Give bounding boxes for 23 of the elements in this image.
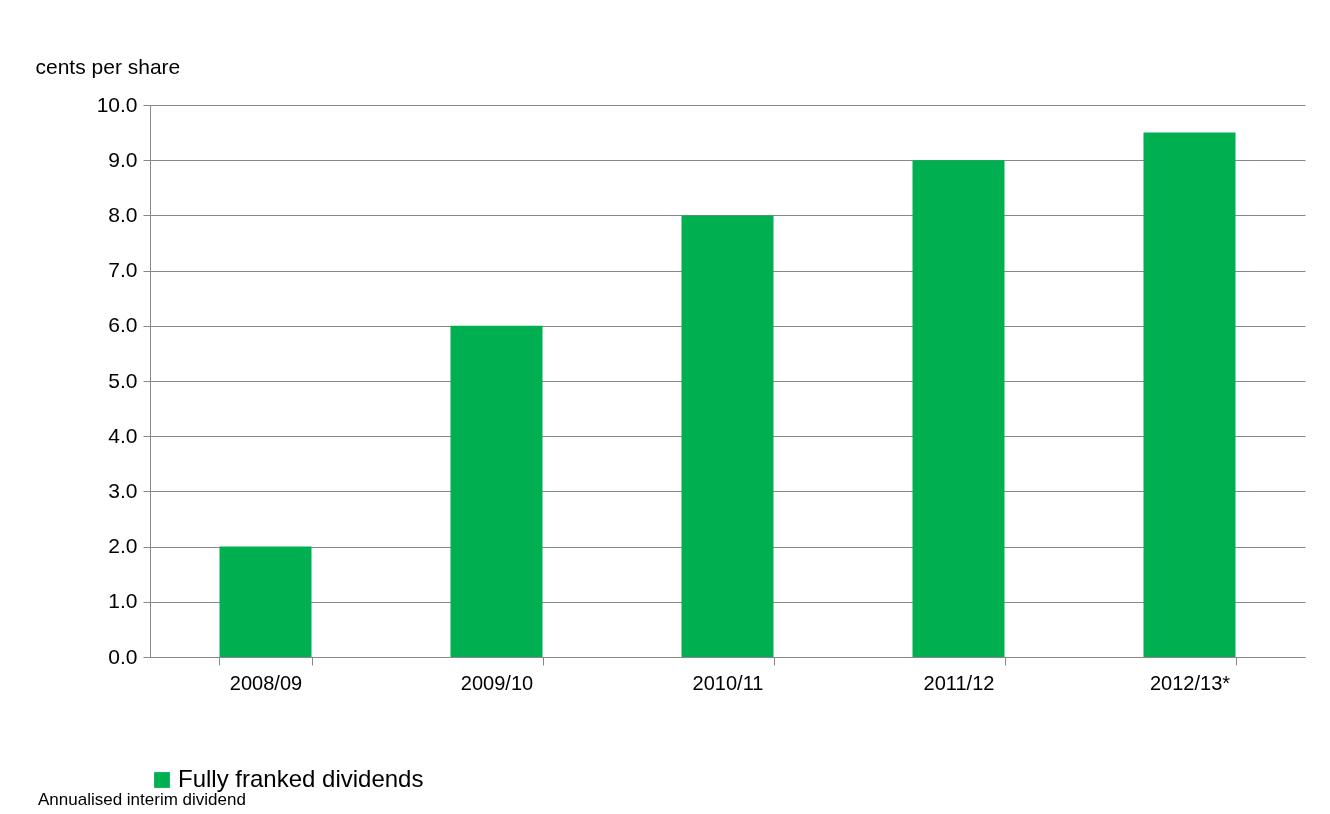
bar xyxy=(450,325,543,657)
x-tick-label: 2011/12 xyxy=(923,671,995,694)
x-tick-label: 2010/11 xyxy=(692,671,764,694)
y-tick-label: 10.0 xyxy=(96,92,138,116)
y-tick-label: 6.0 xyxy=(108,313,138,337)
bar xyxy=(681,215,774,657)
x-tick-label: 2009/10 xyxy=(460,671,534,694)
y-tick-label: 1.0 xyxy=(108,589,138,613)
bar xyxy=(1143,132,1236,657)
y-tick-label: 4.0 xyxy=(108,423,138,447)
y-tick-label: 9.0 xyxy=(108,147,138,171)
y-axis-title: cents per share xyxy=(35,54,181,78)
y-tick-label: 7.0 xyxy=(108,258,138,282)
x-tick-label: 2008/09 xyxy=(229,671,303,694)
y-tick-label: 8.0 xyxy=(108,202,138,226)
bar xyxy=(219,546,312,657)
y-tick-label: 0.0 xyxy=(108,644,138,668)
legend-label: Fully franked dividends xyxy=(178,765,424,792)
bar xyxy=(912,160,1005,657)
y-tick-label: 3.0 xyxy=(108,478,138,502)
y-tick-label: 5.0 xyxy=(108,368,138,392)
x-tick-label: 2012/13* xyxy=(1149,671,1231,694)
y-tick-label: 2.0 xyxy=(108,534,138,558)
